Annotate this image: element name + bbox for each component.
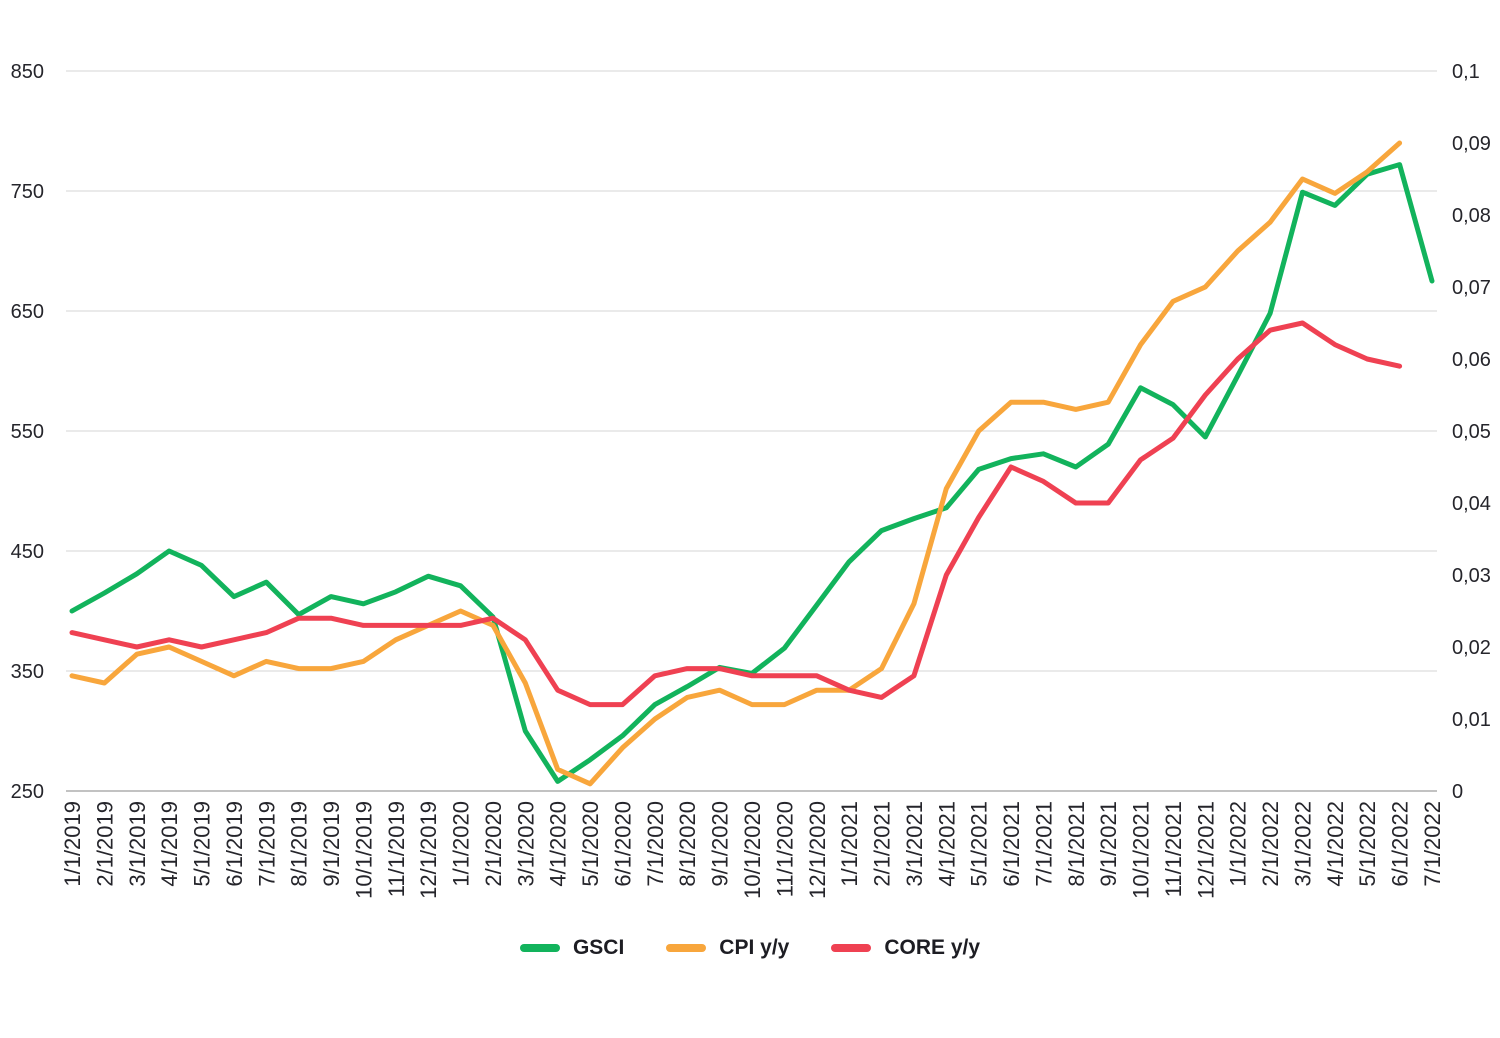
x-axis-tick-label: 3/1/2021 — [902, 801, 927, 887]
x-axis-tick-label: 3/1/2020 — [513, 801, 538, 887]
x-axis-tick-label: 11/1/2020 — [772, 801, 797, 897]
x-axis-tick-label: 11/1/2019 — [384, 801, 409, 897]
x-axis-tick-label: 7/1/2019 — [254, 801, 279, 887]
right-axis-tick-label: 0,1 — [1452, 61, 1480, 83]
left-axis-tick-label: 650 — [11, 301, 44, 323]
x-axis-tick-label: 6/1/2019 — [222, 801, 247, 887]
right-axis-tick-label: 0,04 — [1452, 493, 1491, 515]
legend-label-cpi: CPI y/y — [719, 936, 790, 959]
right-axis-tick-label: 0,09 — [1452, 133, 1491, 155]
x-axis-tick-label: 4/1/2021 — [934, 801, 959, 887]
x-axis-tick-label: 7/1/2022 — [1420, 801, 1445, 887]
x-axis-tick-label: 9/1/2021 — [1096, 801, 1121, 887]
x-axis-tick-label: 1/1/2022 — [1226, 801, 1251, 887]
x-axis-tick-label: 4/1/2022 — [1323, 801, 1348, 887]
x-axis-tick-label: 1/1/2020 — [449, 801, 474, 887]
x-axis-tick-label: 6/1/2022 — [1388, 801, 1413, 887]
right-axis-tick-label: 0,08 — [1452, 205, 1491, 227]
x-axis-tick-label: 2/1/2022 — [1258, 801, 1283, 887]
left-axis-tick-label: 450 — [11, 541, 44, 563]
legend-swatch-core-icon — [831, 944, 872, 952]
x-axis-tick-label: 4/1/2019 — [157, 801, 182, 887]
x-axis-tick-label: 2/1/2020 — [481, 801, 506, 887]
x-axis-tick-label: 1/1/2021 — [837, 801, 862, 887]
x-axis-tick-label: 2/1/2019 — [92, 801, 117, 887]
legend-label-gsci: GSCI — [572, 936, 625, 959]
x-axis-tick-label: 2/1/2021 — [870, 801, 895, 887]
x-axis-tick-label: 10/1/2020 — [740, 801, 765, 899]
x-axis-tick-label: 3/1/2019 — [125, 801, 150, 887]
series-line-cpi-y-y — [69, 140, 1403, 787]
right-axis-tick-label: 0,06 — [1452, 349, 1491, 371]
x-axis-tick-label: 5/1/2022 — [1355, 801, 1380, 887]
left-axis-tick-label: 250 — [11, 781, 44, 803]
series-line-gsci — [69, 162, 1435, 784]
x-axis-tick-label: 10/1/2021 — [1129, 801, 1154, 899]
x-axis-tick-label: 4/1/2020 — [546, 801, 571, 887]
left-axis-tick-label: 550 — [11, 421, 44, 443]
legend-swatch-gsci-icon — [519, 944, 560, 952]
x-axis-tick-label: 1/1/2019 — [60, 801, 85, 887]
chart-legend: GSCI CPI y/y CORE y/y — [0, 936, 1500, 960]
series-line-core-y-y — [69, 320, 1403, 708]
legend-swatch-cpi-icon — [666, 944, 707, 952]
legend-item-core: CORE y/y — [831, 936, 980, 960]
right-axis-tick-label: 0,03 — [1452, 565, 1491, 587]
x-axis-tick-label: 5/1/2021 — [967, 801, 992, 887]
x-axis-tick-label: 9/1/2020 — [708, 801, 733, 887]
x-axis-tick-label: 6/1/2021 — [999, 801, 1024, 887]
x-axis-tick-label: 12/1/2021 — [1193, 801, 1218, 899]
right-axis-tick-label: 0,02 — [1452, 637, 1491, 659]
x-axis-tick-label: 9/1/2019 — [319, 801, 344, 887]
x-axis-tick-label: 11/1/2021 — [1161, 801, 1186, 897]
legend-label-core: CORE y/y — [884, 936, 981, 959]
x-axis-tick-label: 5/1/2019 — [190, 801, 215, 887]
x-axis-tick-label: 5/1/2020 — [578, 801, 603, 887]
x-axis-tick-label: 7/1/2020 — [643, 801, 668, 887]
x-axis-tick-label: 8/1/2019 — [287, 801, 312, 887]
x-axis-tick-label: 10/1/2019 — [351, 801, 376, 899]
legend-item-gsci: GSCI — [519, 936, 625, 960]
right-axis-tick-label: 0,01 — [1452, 709, 1491, 731]
x-axis-tick-label: 12/1/2020 — [805, 801, 830, 899]
x-axis-tick-label: 8/1/2020 — [675, 801, 700, 887]
right-axis-tick-label: 0 — [1452, 781, 1463, 803]
right-axis-tick-label: 0,05 — [1452, 421, 1491, 443]
x-axis-tick-label: 3/1/2022 — [1290, 801, 1315, 887]
x-axis-tick-label: 12/1/2019 — [416, 801, 441, 899]
right-axis-tick-label: 0,07 — [1452, 277, 1491, 299]
legend-item-cpi: CPI y/y — [666, 936, 789, 960]
x-axis-tick-label: 7/1/2021 — [1031, 801, 1056, 887]
x-axis-tick-label: 8/1/2021 — [1064, 801, 1089, 887]
left-axis-tick-label: 350 — [11, 661, 44, 683]
x-axis-tick-label: 6/1/2020 — [610, 801, 635, 887]
left-axis-tick-label: 850 — [11, 61, 44, 83]
left-axis-tick-label: 750 — [11, 181, 44, 203]
